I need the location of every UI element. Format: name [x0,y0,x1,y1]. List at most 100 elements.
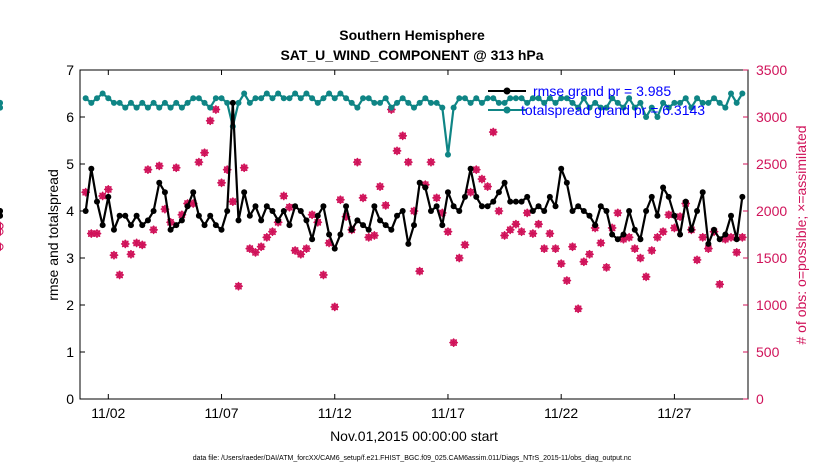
rmse-point [292,203,299,210]
obs-assimilated-point [664,210,674,220]
rmse-point [733,236,740,243]
obs-assimilated-stroke [263,233,271,241]
rmse-point [711,226,718,233]
obs-assimilated-point [296,249,306,259]
obs-assimilated-stroke [676,213,684,221]
totalspread-point [331,95,338,102]
rmse-point [569,208,576,214]
rmse-point [309,236,316,243]
obs-assimilated-stroke [727,233,735,241]
obs-assimilated-point [500,231,509,240]
rmse-point [705,240,712,247]
rmse-point [127,222,134,229]
totalspread-point [541,99,548,106]
obs-assimilated-stroke [246,245,254,252]
totalspread-point [575,104,582,111]
totalspread-point [552,99,559,106]
totalspread-point [343,95,350,102]
totalspread-point [326,90,333,97]
obs-assimilated-stroke [506,226,514,234]
obs-assimilated-stroke [671,224,678,232]
rmse-point [156,179,163,186]
rmse-point [371,203,378,210]
totalspread-point [546,95,553,102]
obs-assimilated-point [585,249,594,259]
obs-assimilated-stroke [393,147,401,155]
totalspread-point [490,95,497,102]
rmse-point [212,222,219,229]
totalspread-point [190,95,197,102]
obs-assimilated-stroke [206,117,214,125]
obs-assimilated-point [488,127,498,137]
plot-area: 11/02 11/07 11/12 11/17 11/22 11/27 0 1 2 3 4 5 6 7 0 5… [0,62,787,421]
obs-assimilated-stroke [155,162,163,170]
obs-assimilated-point [732,247,742,257]
obs-assimilated-point [636,253,645,263]
rmse-point [433,203,440,210]
rmse-point [399,208,406,214]
y-tick-label-left: 7 [66,62,74,78]
totalspread-point [507,95,514,102]
rmse-point [365,226,372,233]
totalspread-point [654,114,661,120]
totalspread-point [116,99,123,106]
obs-assimilated-stroke [546,230,554,237]
totalspread-point [643,114,650,120]
y-axis-right-label: # of obs: o=possible; ×=assimilated [793,125,809,344]
obs-assimilated-point [556,259,566,269]
obs-assimilated-stroke [654,233,661,241]
obs-assimilated-point [358,193,368,203]
rmse-point [0,212,3,219]
rmse-point [427,208,434,214]
x-tick-label: 11/07 [205,405,239,421]
rmse-point [484,203,491,210]
obs-assimilated-point [92,229,102,238]
totalspread-point [303,90,310,97]
obs-assimilated-point [211,105,221,114]
obs-assimilated-stroke [569,243,576,251]
rmse-point [224,208,231,214]
rmse-point [626,208,633,214]
obs-assimilated-point [251,247,260,257]
obs-assimilated-point [698,232,708,242]
rmse-point [105,193,112,200]
rmse-point [694,208,701,214]
obs-assimilated-stroke [99,192,107,200]
y-tick-label-right: 1500 [756,250,787,266]
y-axis-left-label: rmse and totalspread [45,169,61,301]
obs-assimilated-stroke [416,267,424,275]
obs-assimilated-stroke [376,183,384,190]
obs-assimilated-point [369,231,379,240]
rmse-point [665,193,672,200]
series-layer [0,90,747,348]
obs-assimilated-point [426,157,436,167]
obs-assimilated-point [692,255,702,265]
rmse-point [422,184,429,191]
obs-assimilated-point [528,229,538,238]
obs-assimilated-point [381,200,391,210]
rmse-point [586,212,593,219]
totalspread-point [529,95,536,102]
totalspread-point [422,95,429,102]
totalspread-point [337,90,344,97]
obs-assimilated-stroke [303,245,310,252]
obs-assimilated-stroke [201,149,208,157]
obs-assimilated-stroke [138,241,146,249]
totalspread-point [535,95,542,102]
obs-assimilated-stroke [563,277,571,284]
rmse-point [178,217,185,224]
totalspread-point [461,95,468,102]
totalspread-point [241,90,248,97]
obs-assimilated-stroke [427,158,435,166]
obs-assimilated-point [471,165,481,175]
rmse-point [320,203,327,210]
obs-assimilated-stroke [121,240,129,248]
rmse-point [518,198,525,205]
obs-assimilated-stroke [495,207,503,215]
obs-assimilated-point [234,281,243,291]
obs-assimilated-point [290,246,300,255]
obs-assimilated-stroke [716,280,724,288]
totalspread-point [360,95,367,102]
rmse-point [699,189,706,196]
totalspread-point [382,95,389,102]
